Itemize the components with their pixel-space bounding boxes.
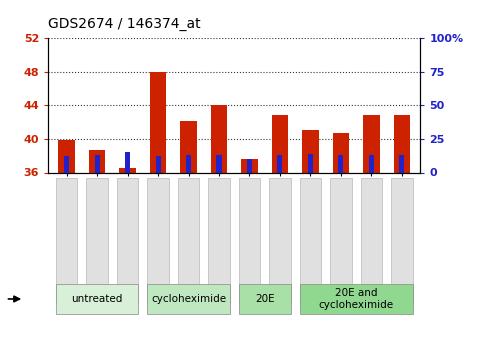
- Bar: [56, 284, 139, 314]
- Bar: [308, 154, 313, 172]
- Bar: [56, 178, 77, 304]
- Text: cycloheximide: cycloheximide: [151, 294, 226, 304]
- Bar: [299, 284, 413, 314]
- Bar: [95, 155, 99, 172]
- Bar: [369, 155, 374, 172]
- Bar: [333, 133, 349, 172]
- Bar: [125, 152, 130, 172]
- Bar: [147, 178, 169, 304]
- Text: untreated: untreated: [71, 294, 123, 304]
- Bar: [211, 105, 227, 172]
- Bar: [330, 178, 352, 304]
- Bar: [239, 284, 291, 314]
- Bar: [186, 155, 191, 172]
- Text: 20E: 20E: [255, 294, 274, 304]
- Bar: [208, 178, 230, 304]
- Bar: [58, 140, 75, 172]
- Bar: [147, 284, 230, 314]
- Bar: [119, 168, 136, 172]
- Bar: [363, 115, 380, 172]
- Bar: [399, 155, 404, 172]
- Bar: [277, 155, 283, 172]
- Bar: [241, 159, 258, 172]
- Bar: [89, 150, 105, 172]
- Bar: [86, 178, 108, 304]
- Text: GDS2674 / 146374_at: GDS2674 / 146374_at: [48, 17, 201, 31]
- Bar: [180, 121, 197, 172]
- Bar: [361, 178, 382, 304]
- Bar: [302, 130, 319, 172]
- Bar: [271, 115, 288, 172]
- Bar: [216, 155, 222, 172]
- Bar: [64, 156, 69, 172]
- Bar: [339, 155, 343, 172]
- Bar: [150, 71, 167, 172]
- Bar: [269, 178, 291, 304]
- Bar: [156, 156, 160, 172]
- Bar: [117, 178, 139, 304]
- Bar: [394, 115, 410, 172]
- Bar: [247, 159, 252, 172]
- Bar: [299, 178, 321, 304]
- Text: 20E and
cycloheximide: 20E and cycloheximide: [319, 288, 394, 310]
- Bar: [391, 178, 413, 304]
- Bar: [178, 178, 199, 304]
- Bar: [239, 178, 260, 304]
